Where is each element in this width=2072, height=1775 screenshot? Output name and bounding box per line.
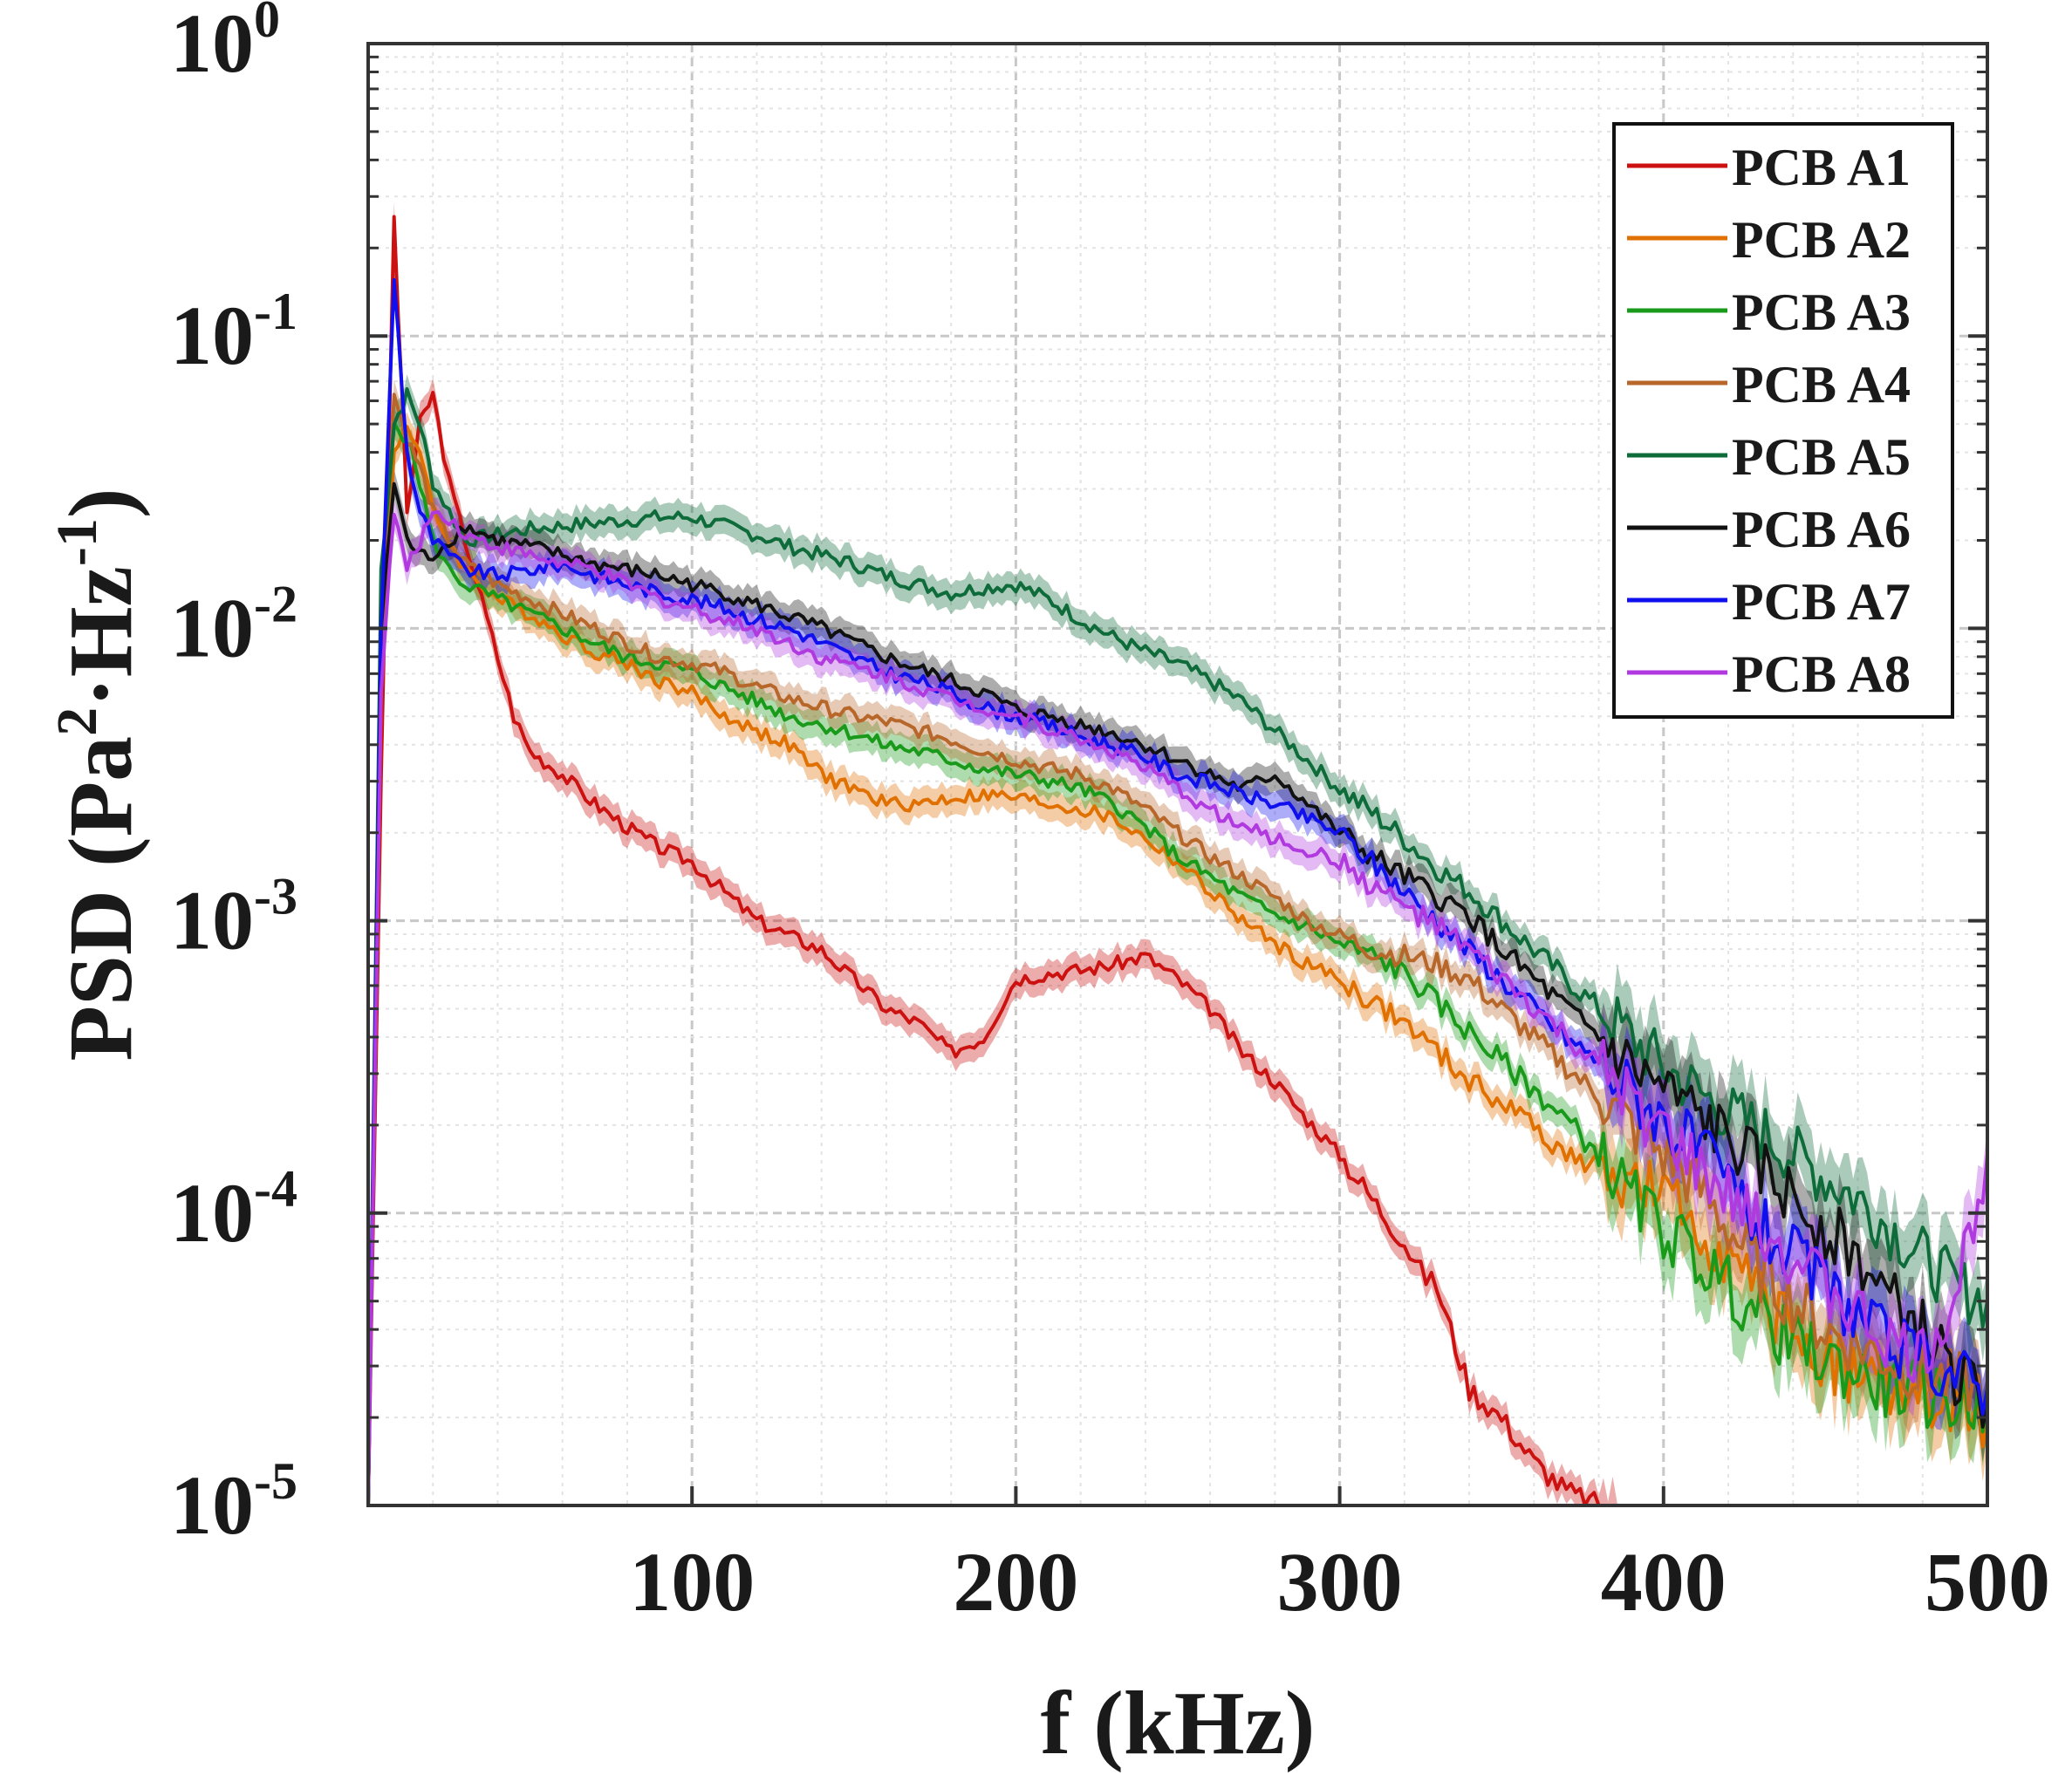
y-tick-exponent: -3: [254, 868, 297, 925]
series-line-pcb-a6: [366, 481, 1989, 1506]
series-line-pcb-a4: [366, 393, 1989, 1506]
y-axis-title-sup2: -1: [45, 518, 109, 566]
x-axis-ticks: 100 200 300 400 500: [629, 1486, 2050, 1628]
y-axis-title-sup1: 2: [45, 707, 109, 736]
y-axis-title-mid: ·Hz: [51, 566, 151, 707]
y-axis-title: PSD (Pa2·Hz-1): [45, 488, 151, 1061]
legend-label: PCB A2: [1732, 211, 1911, 269]
x-tick-label: 400: [1601, 1535, 1727, 1628]
plot-area-frame: [366, 42, 1989, 1507]
uncertainty-bands: [368, 201, 1987, 1506]
series-line-pcb-a7: [366, 277, 1989, 1506]
legend-label: PCB A6: [1732, 501, 1911, 558]
y-tick-base: 10: [170, 289, 254, 382]
series-band-pcb-a3: [368, 408, 1987, 1506]
y-tick-base: 10: [170, 874, 254, 967]
x-axis-title: f (kHz): [1041, 1673, 1316, 1773]
legend-label: PCB A4: [1732, 356, 1911, 413]
legend-label: PCB A5: [1732, 428, 1911, 486]
y-tick-base: 10: [170, 0, 254, 90]
y-tick-exponent: -2: [254, 575, 297, 632]
y-tick-base: 10: [170, 1458, 254, 1552]
legend-label: PCB A1: [1732, 139, 1911, 196]
legend-label: PCB A8: [1732, 645, 1911, 703]
y-tick-base: 10: [170, 581, 254, 674]
y-tick-base: 10: [170, 1166, 254, 1260]
x-tick-label: 500: [1925, 1535, 2050, 1628]
y-axis-title-prefix: PSD (Pa: [51, 736, 151, 1062]
y-tick-exponent: -4: [254, 1160, 297, 1218]
legend: PCB A1 PCB A2 PCB A3 PCB A4 PCB A5 PCB A6 PCB …: [1612, 122, 1954, 719]
series-line-pcb-a3: [366, 420, 1989, 1506]
y-tick-exponent: -1: [254, 283, 297, 340]
y-tick-label: 10-2: [170, 575, 297, 674]
y-tick-label: 10-1: [170, 283, 297, 382]
y-tick-exponent: 0: [254, 0, 280, 48]
x-tick-label: 200: [953, 1535, 1078, 1628]
y-axis-title-suffix: ): [51, 488, 151, 518]
legend-label: PCB A3: [1732, 283, 1911, 341]
y-tick-label: 10-5: [170, 1452, 297, 1552]
y-tick-label: 10-3: [170, 868, 297, 967]
legend-box: [1612, 122, 1954, 719]
series-band-pcb-a1: [368, 201, 1987, 1506]
legend-label: PCB A7: [1732, 573, 1911, 631]
x-tick-label: 300: [1277, 1535, 1403, 1628]
series-line-pcb-a8: [366, 509, 1989, 1506]
x-tick-label: 100: [629, 1535, 755, 1628]
y-tick-exponent: -5: [254, 1452, 297, 1510]
y-tick-label: 100: [170, 0, 280, 90]
y-tick-label: 10-4: [170, 1160, 297, 1260]
